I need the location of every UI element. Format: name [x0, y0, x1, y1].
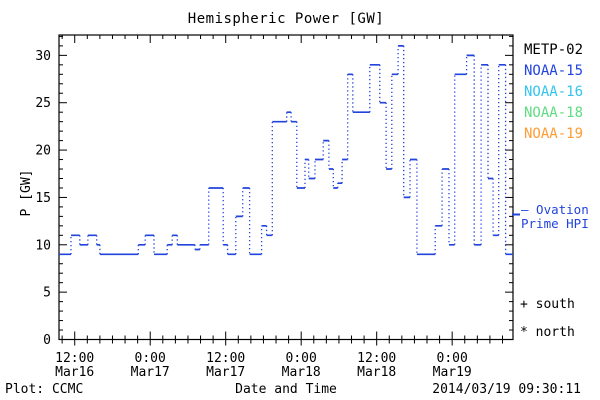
- hpi-step-line-horizontals: [59, 45, 513, 256]
- ovation-label-line1: — Ovation: [521, 202, 589, 217]
- north-marker-legend: * north: [520, 325, 575, 340]
- x-tick-time-label: 12:00: [357, 351, 396, 366]
- legend-item-metp-02: METP-02: [524, 42, 584, 58]
- x-tick-date-label: Mar17: [206, 365, 245, 380]
- legend-item-noaa-16: NOAA-16: [524, 84, 584, 100]
- x-tick-date-label: Mar18: [282, 365, 321, 380]
- plot-timestamp: 2014/03/19 09:30:11: [432, 382, 581, 397]
- y-axis-label: P [GW]: [19, 169, 34, 217]
- y-tick-label: 20: [35, 144, 51, 159]
- plot-frame: [58, 34, 514, 341]
- south-marker-legend: + south: [520, 297, 575, 312]
- axis-ticks: [59, 35, 513, 346]
- hpi-step-line-verticals: [70, 45, 507, 255]
- x-tick-date-label: Mar18: [357, 365, 396, 380]
- ovation-label-line2: Prime HPI: [521, 216, 589, 231]
- x-tick-time-label: 0:00: [286, 351, 317, 366]
- x-tick-time-label: 12:00: [206, 351, 245, 366]
- legend-item-noaa-15: NOAA-15: [524, 63, 584, 79]
- x-tick-time-label: 12:00: [55, 351, 94, 366]
- ovation-prime-hpi-label: — Ovation Prime HPI: [521, 203, 589, 231]
- plot-credit: Plot: CCMC: [5, 382, 84, 397]
- tick-labels: 05101520253012:00Mar160:00Mar1712:00Mar1…: [35, 49, 471, 380]
- x-tick-time-label: 0:00: [135, 351, 166, 366]
- x-tick-date-label: Mar16: [55, 365, 94, 380]
- x-tick-date-label: Mar17: [131, 365, 170, 380]
- x-tick-date-label: Mar19: [433, 365, 472, 380]
- y-tick-label: 15: [35, 191, 51, 206]
- x-axis-label: Date and Time: [235, 382, 337, 397]
- y-tick-label: 0: [43, 333, 51, 348]
- legend-item-noaa-19: NOAA-19: [524, 126, 584, 142]
- satellite-legend: METP-02 NOAA-15 NOAA-16 NOAA-18 NOAA-19: [524, 40, 583, 145]
- y-tick-label: 5: [43, 286, 51, 301]
- y-tick-label: 25: [35, 96, 51, 111]
- x-tick-time-label: 0:00: [437, 351, 468, 366]
- y-tick-label: 10: [35, 238, 51, 253]
- legend-item-noaa-18: NOAA-18: [524, 105, 584, 121]
- y-tick-label: 30: [35, 49, 51, 64]
- chart-title: Hemispheric Power [GW]: [187, 11, 385, 27]
